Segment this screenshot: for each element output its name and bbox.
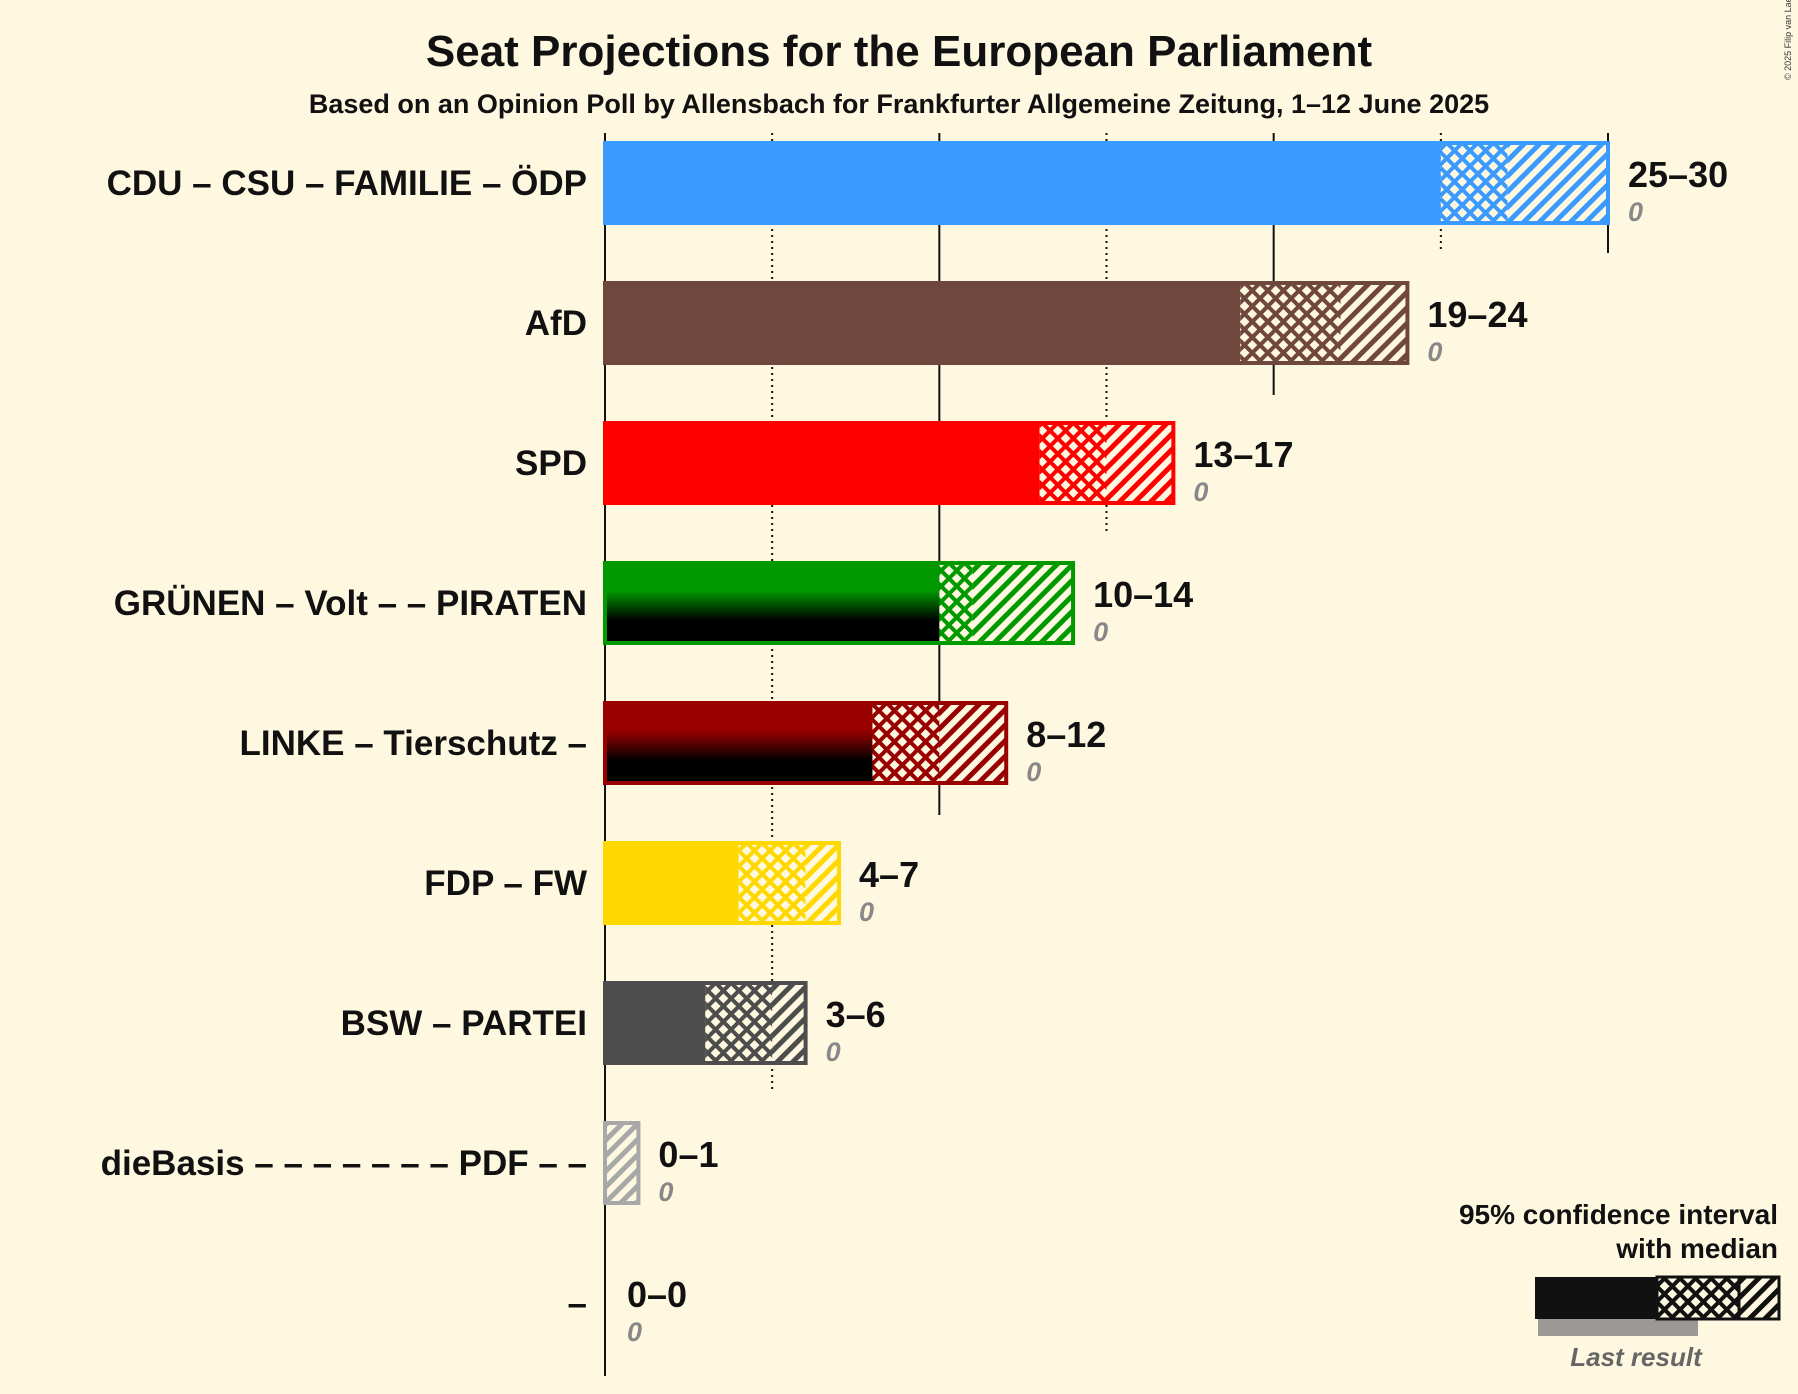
bar-solid (605, 841, 739, 925)
bar-row-3: GRÜNEN – Volt – – PIRATEN 10–140 (114, 561, 1193, 647)
legend-line-1: 95% confidence interval (1459, 1199, 1778, 1230)
range-label: 3–6 (826, 994, 886, 1035)
last-result-label: 0 (1427, 337, 1442, 367)
bar-outline (603, 701, 1009, 785)
bar-last-result-strip (605, 590, 940, 645)
last-result-label: 0 (1193, 477, 1208, 507)
bar-crosshatch (1440, 141, 1508, 225)
bar-outline (603, 981, 808, 1065)
bar-hatch (805, 841, 840, 925)
legend-last-result-bar (1538, 1316, 1698, 1336)
bar-outline (603, 841, 842, 925)
party-label: – (568, 1284, 587, 1323)
copyright-note: © 2025 Filip van Laenen (1783, 0, 1793, 80)
legend-line-2: with median (1615, 1233, 1778, 1264)
bar-row-0: CDU – CSU – FAMILIE – ÖDP 25–300 (107, 141, 1728, 227)
bar-hatch (772, 981, 806, 1065)
bar-outline (603, 141, 1610, 225)
bar-row-6: BSW – PARTEI 3–60 (341, 981, 886, 1067)
bar-outline (603, 561, 1076, 645)
bar-row-2: SPD 13–170 (515, 421, 1293, 507)
bar-hatch (939, 701, 1007, 785)
last-result-label: 0 (1093, 617, 1108, 647)
last-result-label: 0 (658, 1177, 673, 1207)
bar-last-result-strip (605, 730, 873, 785)
party-label: GRÜNEN – Volt – – PIRATEN (114, 584, 587, 623)
bar-crosshatch (939, 561, 973, 645)
last-result-label: 0 (1628, 197, 1643, 227)
last-result-label: 0 (627, 1317, 642, 1347)
party-label: BSW – PARTEI (341, 1004, 587, 1043)
bar-crosshatch (1039, 421, 1107, 505)
bar-crosshatch (738, 841, 806, 925)
bar-solid (605, 421, 1040, 505)
bar-solid (605, 141, 1441, 225)
bar-row-7: dieBasis – – – – – – – PDF – – 0–10 (101, 1121, 719, 1207)
party-label: AfD (525, 304, 587, 343)
legend-solid-bar (1535, 1277, 1657, 1319)
party-label: LINKE – Tierschutz – (239, 724, 587, 763)
legend-hatch-bar (1737, 1275, 1781, 1321)
party-label: SPD (515, 444, 587, 483)
party-label: CDU – CSU – FAMILIE – ÖDP (107, 164, 587, 203)
bar-hatch (972, 561, 1074, 645)
bar-outline (603, 281, 1410, 365)
range-label: 0–0 (627, 1274, 687, 1315)
last-result-label: 0 (826, 1037, 841, 1067)
range-label: 0–1 (658, 1134, 718, 1175)
party-label: dieBasis – – – – – – – PDF – – (101, 1144, 587, 1183)
bar-row-5: FDP – FW 4–70 (424, 841, 919, 927)
bar-hatch (1340, 281, 1408, 365)
legend-crosshatch-bar (1655, 1275, 1741, 1321)
bar-crosshatch (1240, 281, 1341, 365)
bar-outline (603, 421, 1176, 505)
range-label: 25–30 (1628, 154, 1728, 195)
bar-row-4: LINKE – Tierschutz – 8–120 (239, 701, 1106, 787)
bar-crosshatch (705, 981, 773, 1065)
range-label: 10–14 (1093, 574, 1193, 615)
legend-last-result-label: Last result (1570, 1342, 1703, 1372)
bar-solid (605, 981, 706, 1065)
bar-row-8: – 0–00 (568, 1274, 688, 1347)
range-label: 13–17 (1193, 434, 1293, 475)
party-label: FDP – FW (424, 864, 587, 903)
chart-subtitle: Based on an Opinion Poll by Allensbach f… (309, 89, 1489, 119)
range-label: 8–12 (1026, 714, 1106, 755)
bar-hatch (605, 1121, 639, 1205)
bar-hatch (1106, 421, 1174, 505)
last-result-label: 0 (1026, 757, 1041, 787)
bar-crosshatch (872, 701, 940, 785)
bar-row-1: AfD 19–240 (525, 281, 1528, 367)
bar-outline (603, 1121, 641, 1205)
last-result-label: 0 (859, 897, 874, 927)
bar-hatch (1507, 141, 1608, 225)
chart-title: Seat Projections for the European Parlia… (426, 27, 1373, 76)
range-label: 4–7 (859, 854, 919, 895)
legend: 95% confidence interval with median Last… (1459, 1199, 1781, 1372)
bar-solid (605, 281, 1241, 365)
range-label: 19–24 (1427, 294, 1527, 335)
